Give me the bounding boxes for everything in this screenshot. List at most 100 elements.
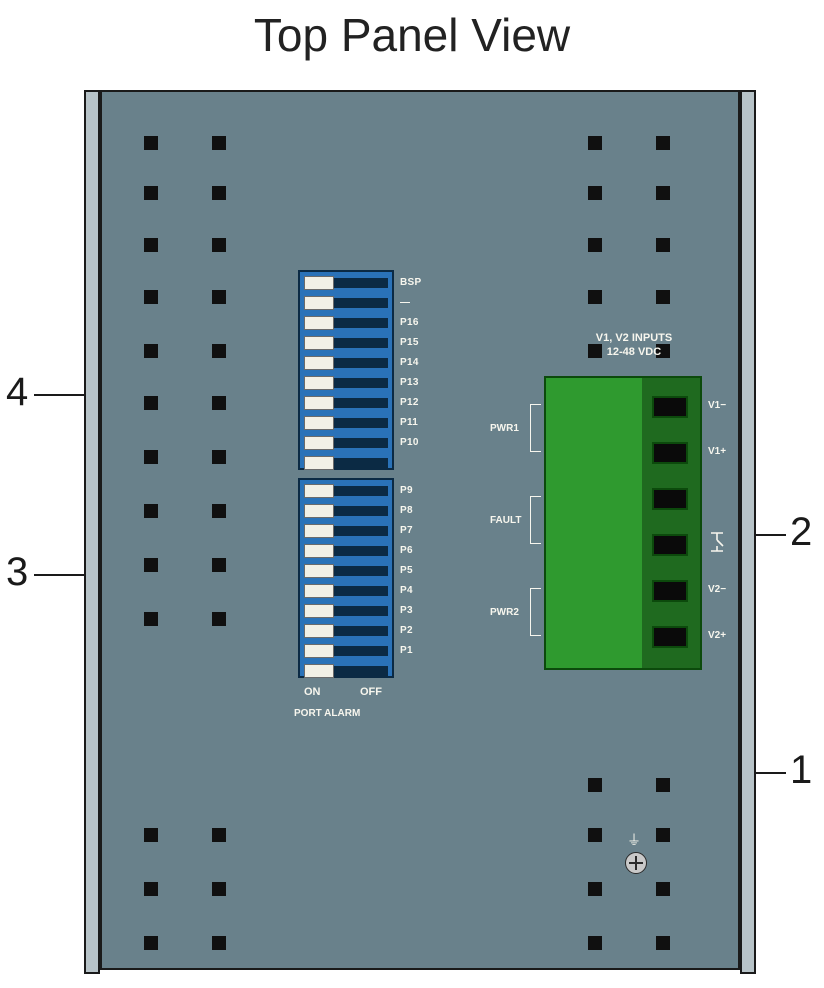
dip-off-label: OFF: [360, 686, 382, 698]
vent-slot: [212, 450, 226, 464]
dip-switch-label: —: [400, 297, 410, 308]
vent-slot: [212, 238, 226, 252]
vent-slot: [212, 136, 226, 150]
dip-caption: PORT ALARM: [294, 708, 360, 719]
vent-slot: [656, 936, 670, 950]
terminal-block-shade: [642, 378, 700, 668]
dip-switch-label: P7: [400, 525, 413, 536]
dip-switch-label: P16: [400, 317, 419, 328]
dip-switch-block: BSP—P16P15P14P13P12P11P10P9P8P7P6P5P4P3P…: [298, 270, 394, 678]
vent-slot: [212, 290, 226, 304]
vent-slot: [144, 612, 158, 626]
vent-slot: [144, 882, 158, 896]
dip-switch-knob: [304, 296, 334, 310]
terminal-right-label: V1+: [708, 446, 726, 457]
dip-switch-label: P3: [400, 605, 413, 616]
terminal-opening: [652, 442, 688, 464]
vent-slot: [212, 344, 226, 358]
dip-switch-knob: [304, 624, 334, 638]
vent-slot: [212, 882, 226, 896]
dip-switch-row: [304, 416, 388, 430]
terminal-right-label: V2−: [708, 584, 726, 595]
dip-switch-row: [304, 376, 388, 390]
vent-slot: [212, 828, 226, 842]
callout-number: 4: [6, 370, 28, 415]
vent-slot: [212, 612, 226, 626]
vent-slot: [588, 186, 602, 200]
dip-switch-knob: [304, 436, 334, 450]
dip-switch-knob: [304, 456, 334, 470]
terminal-opening: [652, 626, 688, 648]
dip-switch-row: [304, 396, 388, 410]
dip-switch-label: P15: [400, 337, 419, 348]
terminal-opening: [652, 396, 688, 418]
callout-number: 3: [6, 550, 28, 595]
dip-switch-row: [304, 504, 388, 518]
dip-switch-row: [304, 316, 388, 330]
dip-switch-knob: [304, 644, 334, 658]
dip-switch-label: P5: [400, 565, 413, 576]
dip-switch-knob: [304, 564, 334, 578]
vent-slot: [656, 882, 670, 896]
dip-switch-row: [304, 336, 388, 350]
vent-slot: [656, 290, 670, 304]
vent-slot: [144, 186, 158, 200]
dip-switch-row: [304, 276, 388, 290]
terminal-right-label: V2+: [708, 630, 726, 641]
dip-switch-label: P6: [400, 545, 413, 556]
dip-switch-row: [304, 584, 388, 598]
device-enclosure: BSP—P16P15P14P13P12P11P10P9P8P7P6P5P4P3P…: [100, 90, 740, 970]
terminal-title: V1, V2 INPUTS 12-48 VDC: [544, 332, 724, 360]
dip-switch-label: P1: [400, 645, 413, 656]
diagram-title: Top Panel View: [0, 8, 824, 62]
vent-slot: [144, 450, 158, 464]
dip-switch-row: [304, 624, 388, 638]
dip-switch-label: P9: [400, 485, 413, 496]
vent-slot: [144, 238, 158, 252]
dip-switch-knob: [304, 604, 334, 618]
dip-switch-row: [304, 456, 388, 470]
dip-switch-row: [304, 524, 388, 538]
terminal-group-label: FAULT: [490, 515, 521, 526]
terminal-right-label: V1−: [708, 400, 726, 411]
dip-switch-row: [304, 564, 388, 578]
vent-slot: [588, 936, 602, 950]
terminal-opening: [652, 580, 688, 602]
vent-slot: [588, 828, 602, 842]
dip-switch-knob: [304, 544, 334, 558]
dip-switch-label: P10: [400, 437, 419, 448]
terminal-opening: [652, 534, 688, 556]
enclosure-right-flange: [740, 90, 756, 974]
dip-switch-knob: [304, 376, 334, 390]
vent-slot: [588, 238, 602, 252]
vent-slot: [656, 238, 670, 252]
power-terminal-area: V1, V2 INPUTS 12-48 VDC V1−V1+V2−V2+PWR1…: [494, 382, 732, 682]
dip-switch-label: BSP: [400, 277, 421, 288]
dip-switch-row: [304, 644, 388, 658]
dip-switch-knob: [304, 504, 334, 518]
vent-slot: [588, 290, 602, 304]
dip-switch-knob: [304, 416, 334, 430]
dip-switch-label: P13: [400, 377, 419, 388]
dip-switch-row: [304, 484, 388, 498]
dip-switch-label: P4: [400, 585, 413, 596]
dip-switch-row: [304, 436, 388, 450]
terminal-group-label: PWR2: [490, 607, 519, 618]
vent-slot: [588, 882, 602, 896]
diagram-stage: Top Panel View 4321 BSP—P16P15P14P13P12P…: [0, 0, 824, 988]
terminal-group-bracket: [530, 588, 541, 636]
dip-switch-knob: [304, 524, 334, 538]
relay-icon: [708, 530, 726, 557]
vent-slot: [656, 136, 670, 150]
dip-on-label: ON: [304, 686, 321, 698]
vent-slot: [656, 828, 670, 842]
vent-slot: [588, 136, 602, 150]
dip-switch-knob: [304, 336, 334, 350]
vent-slot: [144, 828, 158, 842]
dip-switch-label: P2: [400, 625, 413, 636]
dip-switch-knob: [304, 316, 334, 330]
dip-switch-row: [304, 356, 388, 370]
vent-slot: [144, 344, 158, 358]
vent-slot: [656, 186, 670, 200]
terminal-group-bracket: [530, 404, 541, 452]
